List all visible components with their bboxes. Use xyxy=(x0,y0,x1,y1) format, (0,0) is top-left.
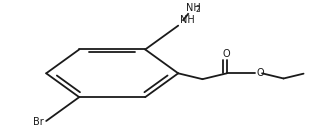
Text: Br: Br xyxy=(33,117,44,127)
Text: O: O xyxy=(223,49,231,59)
Text: 2: 2 xyxy=(195,5,200,14)
Text: O: O xyxy=(256,68,264,78)
Text: NH: NH xyxy=(186,3,201,13)
Text: NH: NH xyxy=(180,15,195,25)
